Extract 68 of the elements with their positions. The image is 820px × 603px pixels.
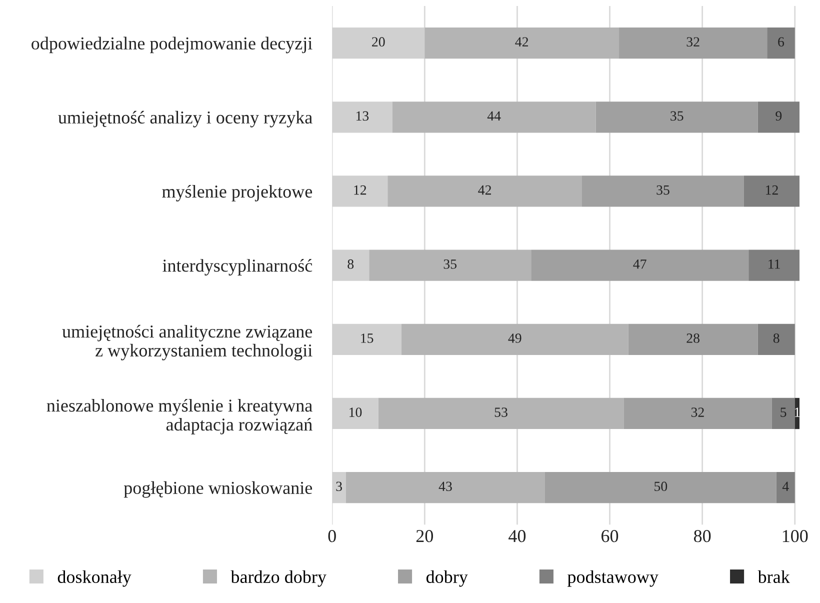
- data-label: 47: [633, 260, 646, 269]
- x-tick-label: 40: [508, 530, 526, 542]
- data-label: 8: [773, 334, 780, 343]
- bar: [369, 250, 532, 281]
- bar: [346, 472, 545, 504]
- data-label: 6: [778, 37, 784, 47]
- bar: [596, 102, 758, 133]
- data-label: 20: [372, 37, 385, 47]
- bar: [772, 398, 795, 430]
- bar: [767, 28, 795, 59]
- x-tick-label: 20: [416, 530, 433, 542]
- data-label: 12: [354, 185, 366, 195]
- y-tick-label: umiejętności analityczne związane z wykorzystaniem technologii: [62, 324, 312, 360]
- y-tick-label: myślenie projektowe: [162, 184, 312, 202]
- data-label: 13: [356, 111, 369, 121]
- bar: [531, 250, 749, 281]
- data-label: 9: [776, 111, 782, 121]
- data-label: 50: [654, 482, 668, 492]
- bar: [424, 28, 620, 59]
- data-label: 35: [656, 185, 670, 195]
- bar: [758, 324, 795, 355]
- data-label: 35: [444, 259, 457, 269]
- y-tick-label: interdyscyplinarność: [162, 259, 312, 276]
- bar: [378, 398, 624, 430]
- bar: [744, 176, 800, 207]
- data-label: 49: [508, 334, 522, 343]
- data-label: 5: [780, 408, 786, 417]
- data-label: 15: [361, 334, 374, 343]
- y-tick-label: odpowiedzialne podejmowanie decyzji: [32, 36, 312, 54]
- bar: [619, 28, 768, 59]
- y-tick-label: pogłębione wnioskowanie: [124, 481, 312, 498]
- data-label: 42: [478, 185, 491, 195]
- data-label: 11: [768, 259, 780, 269]
- data-label: 53: [494, 408, 508, 417]
- bar: [758, 102, 800, 133]
- data-label: 4: [782, 482, 789, 491]
- x-tick-label: 100: [782, 530, 808, 542]
- legend-label: brak: [758, 570, 790, 584]
- legend-label: podstawowy: [568, 570, 658, 587]
- bar: [392, 102, 596, 133]
- bar: [748, 250, 800, 281]
- data-label: 10: [350, 408, 362, 417]
- bar: [544, 472, 776, 504]
- bar: [582, 176, 744, 207]
- x-tick-label: 80: [694, 530, 711, 542]
- bar: [402, 324, 628, 355]
- data-label: 32: [686, 37, 700, 47]
- data-label: 43: [438, 482, 452, 492]
- legend-label: bardzo dobry: [230, 570, 326, 587]
- data-label: 42: [515, 37, 528, 46]
- data-label: 35: [670, 111, 684, 121]
- y-tick-label: nieszablonowe myślenie i kreatywna adaptacja rozwiązań: [46, 398, 312, 434]
- bar: [624, 398, 772, 430]
- y-tick-label: umiejętność analizy i oceny ryzyka: [58, 110, 312, 128]
- bar: [628, 324, 758, 355]
- x-tick-label: 60: [602, 530, 618, 542]
- data-label: 12: [766, 185, 778, 195]
- data-label: 3: [336, 482, 342, 492]
- legend-label: dobry: [426, 570, 468, 587]
- x-tick-label: 0: [328, 530, 336, 542]
- legend-label: doskonały: [58, 570, 132, 587]
- bar: [776, 472, 795, 504]
- data-label: 28: [686, 334, 700, 343]
- data-label: 32: [691, 408, 704, 417]
- data-label: 8: [348, 259, 354, 269]
- data-label: 1: [794, 408, 800, 417]
- data-label: 44: [487, 111, 501, 120]
- bar: [388, 176, 582, 207]
